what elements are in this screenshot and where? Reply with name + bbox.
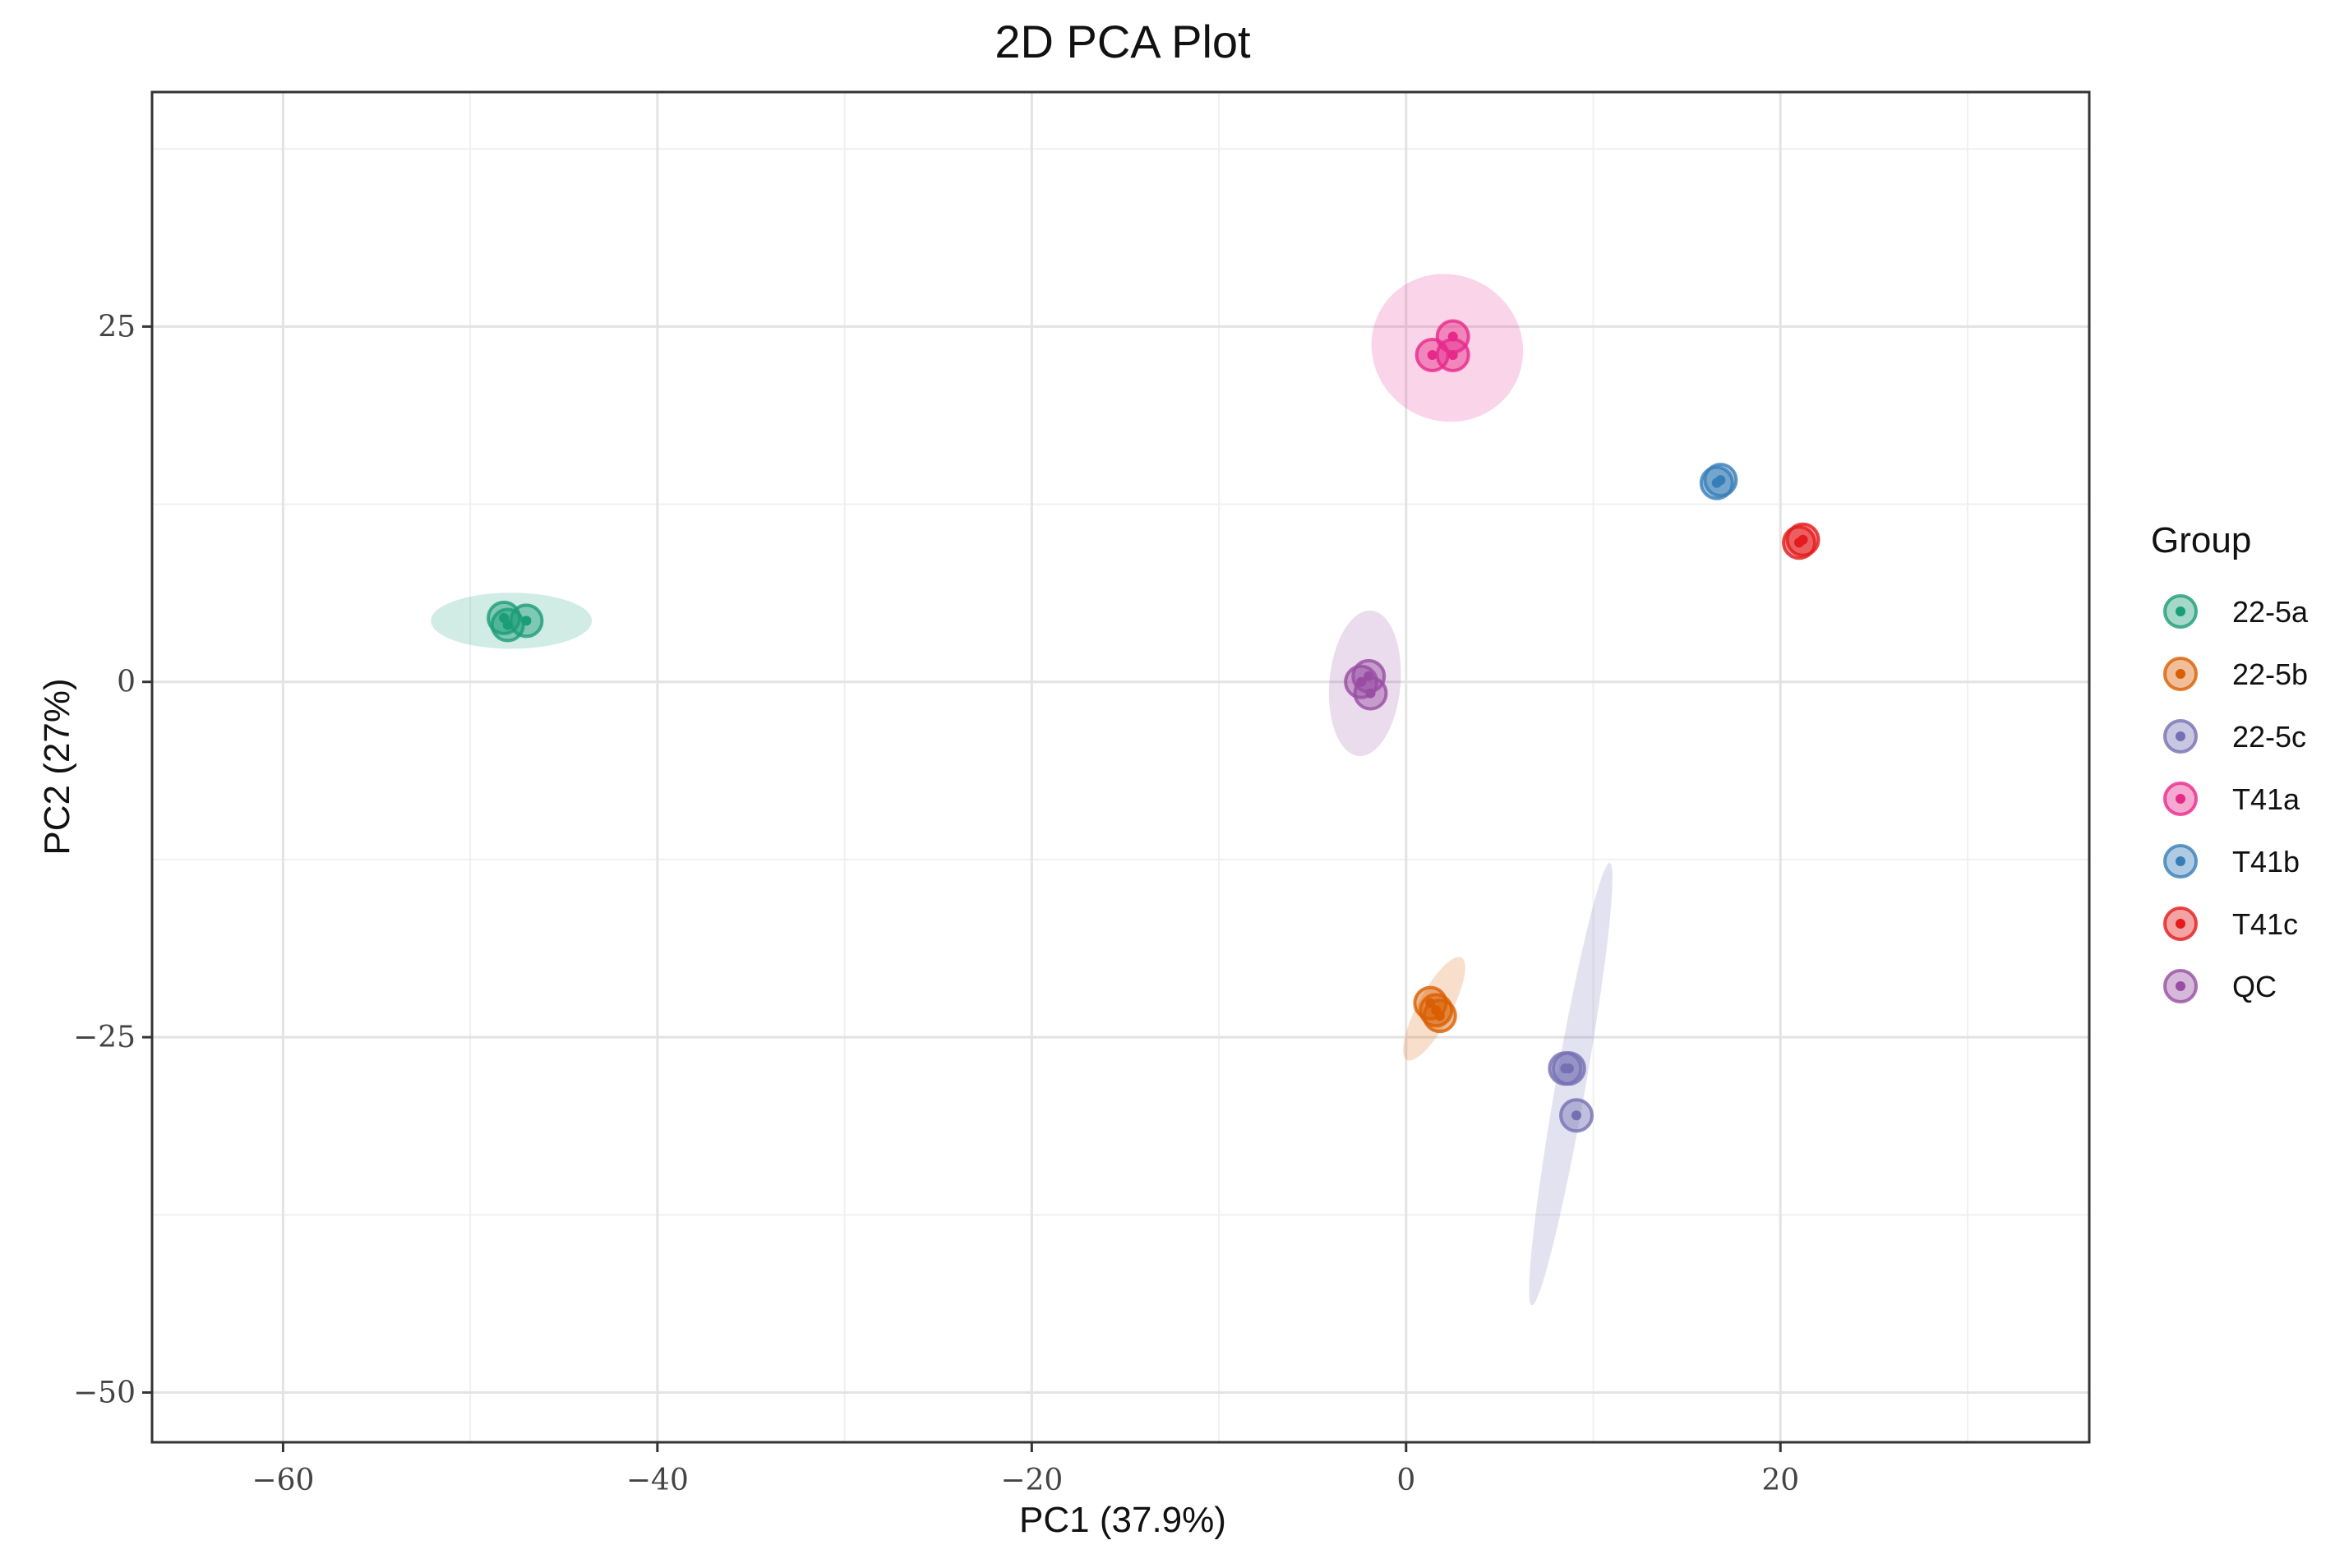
- y-tick-label: −25: [73, 1021, 136, 1054]
- grid: [152, 92, 2089, 1442]
- data-points: [487, 319, 1820, 1133]
- x-tick-label: −40: [626, 1464, 689, 1497]
- legend-key-center-22-5c: [2176, 731, 2185, 741]
- chart-title: 2D PCA Plot: [994, 16, 1251, 67]
- point-center-T41a: [1427, 349, 1437, 360]
- point-center-22-5b: [1434, 1011, 1445, 1022]
- point-center-QC: [1365, 688, 1376, 699]
- legend: 22-5a 22-5b 22-5c T41a T41b T41c QC: [2163, 594, 2309, 1003]
- legend-key-center-22-5a: [2176, 606, 2185, 616]
- x-tick-label: −60: [251, 1464, 314, 1497]
- legend-key-center-T41c: [2176, 919, 2185, 929]
- y-tick-label: 0: [117, 666, 136, 699]
- point-center-T41a: [1447, 349, 1458, 360]
- point-center-22-5c: [1571, 1110, 1582, 1121]
- axes: −60 −40 −20 0 20 −50 −25 0 25: [73, 310, 1799, 1497]
- x-axis-title: PC1 (37.9%): [1019, 1500, 1226, 1540]
- point-center-22-5c: [1563, 1063, 1574, 1074]
- point-center-T41c: [1797, 534, 1808, 545]
- plot-border: [150, 90, 2091, 1444]
- x-tick-label: 20: [1761, 1464, 1799, 1497]
- legend-key-center-QC: [2176, 981, 2185, 991]
- x-tick-label: −20: [1000, 1464, 1063, 1497]
- legend-label-22-5b: 22-5b: [2232, 657, 2308, 691]
- y-tick-label: −50: [73, 1376, 136, 1409]
- legend-key-center-T41b: [2176, 856, 2185, 866]
- point-center-22-5a: [521, 616, 532, 626]
- legend-label-T41c: T41c: [2232, 907, 2298, 941]
- legend-label-QC: QC: [2232, 970, 2277, 1003]
- legend-label-T41a: T41a: [2232, 782, 2300, 816]
- legend-key-center-T41a: [2176, 794, 2185, 804]
- legend-label-T41b: T41b: [2232, 845, 2300, 879]
- legend-title: Group: [2151, 520, 2251, 560]
- point-center-T41b: [1715, 475, 1726, 486]
- legend-label-22-5c: 22-5c: [2232, 720, 2306, 754]
- y-tick-label: 25: [98, 310, 136, 344]
- legend-label-22-5a: 22-5a: [2232, 595, 2309, 629]
- confidence-ellipses: [431, 274, 1613, 1306]
- x-tick-label: 0: [1396, 1464, 1415, 1497]
- legend-key-center-22-5b: [2176, 669, 2185, 679]
- y-axis-title: PC2 (27%): [37, 678, 77, 855]
